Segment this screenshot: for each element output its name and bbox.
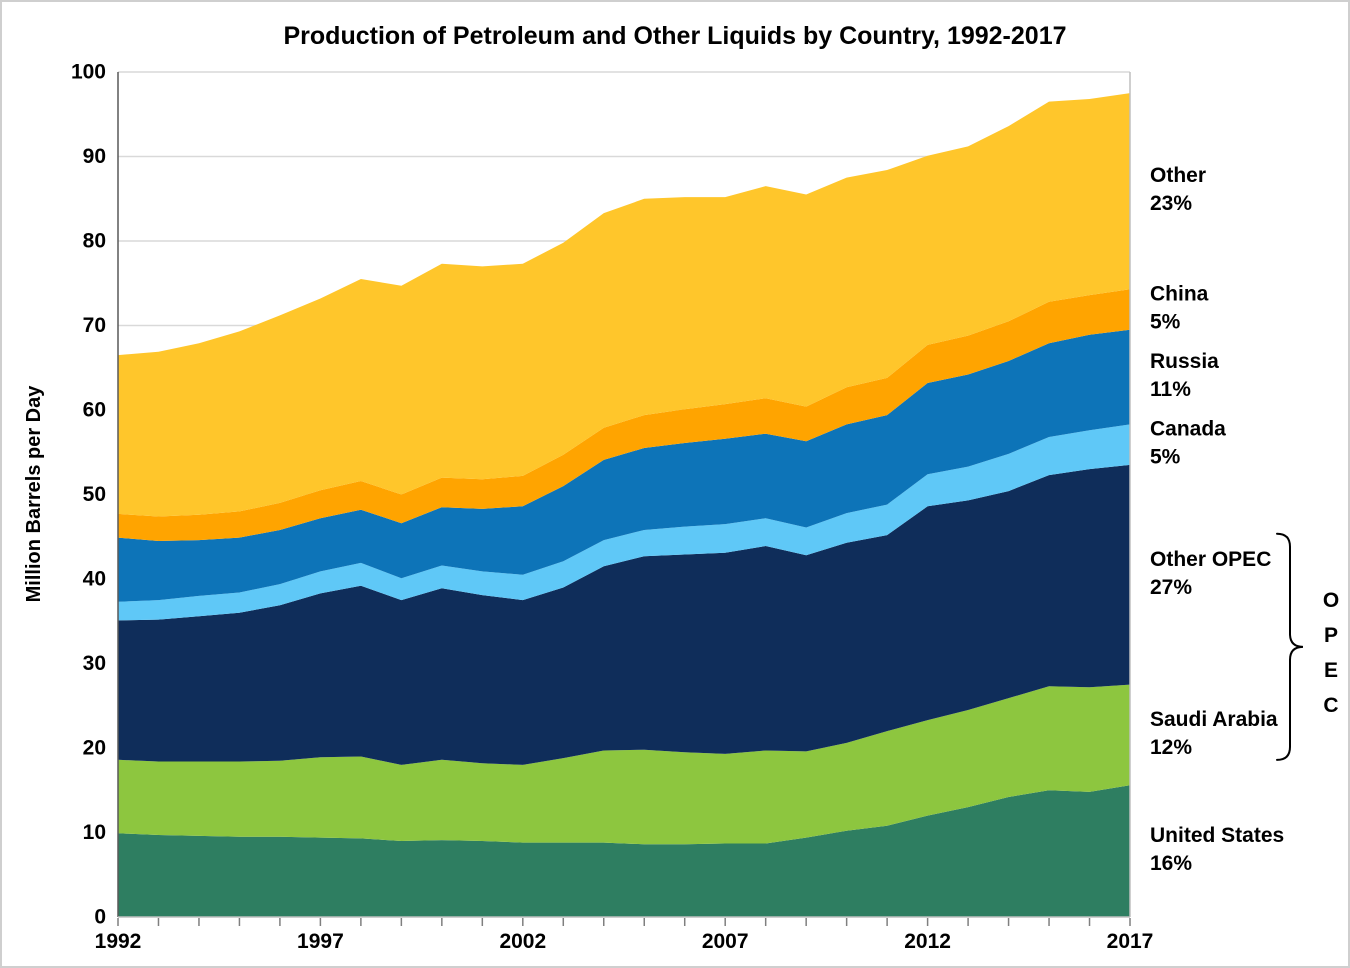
- series-labels: United States 16% Saudi Arabia 12% Other OPE…: [1150, 164, 1284, 875]
- series-label-other: Other: [1150, 164, 1206, 187]
- y-axis-title: Million Barrels per Day: [23, 385, 45, 603]
- y-tick-label: 70: [83, 314, 106, 337]
- series-label-russia: Russia: [1150, 350, 1219, 373]
- y-tick-label: 10: [83, 821, 106, 844]
- y-tick-label: 80: [83, 230, 106, 253]
- area-saudi-arabia: [118, 684, 1130, 845]
- y-tick-label: 100: [71, 61, 106, 84]
- opec-label-letter: E: [1324, 659, 1338, 682]
- y-axis-labels: 0 10 20 30 40 50 60 70 80 90 100: [71, 61, 106, 929]
- opec-label-letter: C: [1323, 694, 1338, 717]
- y-tick-label: 50: [83, 483, 106, 506]
- chart-title: Production of Petroleum and Other Liquid…: [284, 22, 1067, 50]
- x-axis-labels: 1992 1997 2002 2007 2012 2017: [95, 930, 1154, 953]
- area-united-states: [118, 785, 1130, 917]
- series-label-canada: Canada: [1150, 418, 1226, 441]
- series-share-russia: 11%: [1150, 378, 1191, 401]
- series-share-canada: 5%: [1150, 446, 1181, 469]
- opec-label-letter: P: [1324, 624, 1338, 647]
- area-other-opec: [118, 464, 1130, 765]
- series-share-united-states: 16%: [1150, 852, 1192, 875]
- opec-bracket: OPEC: [1276, 532, 1339, 761]
- axes: [117, 72, 1131, 926]
- series-label-china: China: [1150, 282, 1209, 305]
- area-other: [118, 93, 1130, 517]
- opec-label-letter: O: [1323, 589, 1339, 612]
- x-tick-label: 1997: [297, 930, 344, 953]
- x-tick-label: 2017: [1107, 930, 1154, 953]
- y-tick-label: 0: [94, 906, 106, 929]
- opec-brace: [1276, 532, 1304, 761]
- area-series: [118, 93, 1130, 917]
- y-tick-label: 90: [83, 145, 106, 168]
- x-tick-label: 1992: [95, 930, 142, 953]
- y-tick-label: 20: [83, 737, 106, 760]
- y-tick-label: 40: [83, 568, 106, 591]
- series-label-saudi-arabia: Saudi Arabia: [1150, 708, 1278, 731]
- y-tick-label: 30: [83, 652, 106, 675]
- x-tick-label: 2002: [499, 930, 546, 953]
- x-tick-label: 2012: [904, 930, 951, 953]
- x-tick-label: 2007: [702, 930, 749, 953]
- area-russia: [118, 329, 1130, 602]
- series-share-other-opec: 27%: [1150, 576, 1192, 599]
- area-china: [118, 289, 1130, 541]
- y-tick-label: 60: [83, 399, 106, 422]
- series-label-other-opec: Other OPEC: [1150, 548, 1271, 571]
- series-share-saudi-arabia: 12%: [1150, 736, 1192, 759]
- area-canada: [118, 424, 1130, 621]
- series-label-united-states: United States: [1150, 824, 1284, 847]
- series-share-china: 5%: [1150, 310, 1181, 333]
- series-share-other: 23%: [1150, 192, 1192, 215]
